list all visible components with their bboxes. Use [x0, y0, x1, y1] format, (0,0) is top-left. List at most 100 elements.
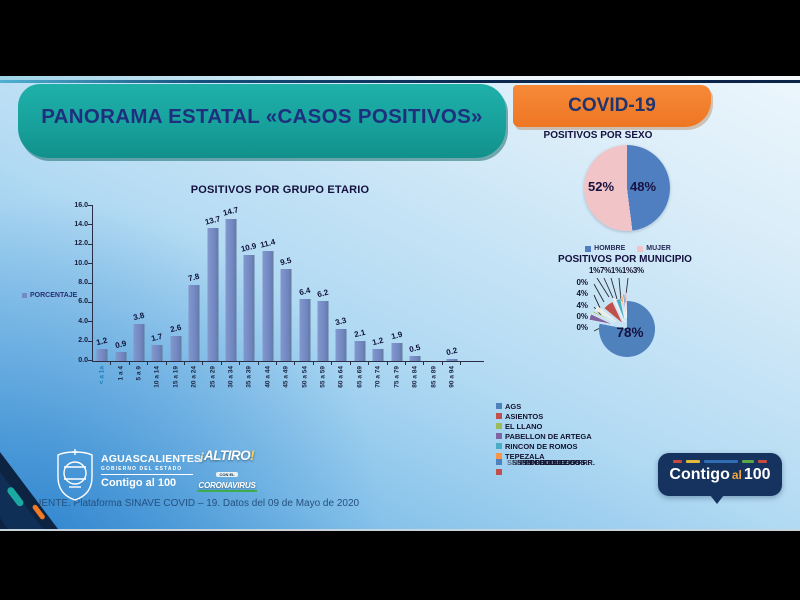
bar-slot: 11.4 40 a 44	[259, 206, 278, 388]
callout-line	[593, 283, 605, 303]
age-chart-title: POSITIVOS POR GRUPO ETARIO	[190, 184, 370, 196]
legend-item: HOMBRE	[585, 245, 625, 252]
title-banner: PANORAMA ESTATAL «CASOS POSITIVOS»	[18, 84, 506, 158]
pie-slice-small	[624, 292, 627, 318]
bubble-dash	[742, 460, 754, 463]
x-axis-label: 30 a 34	[227, 366, 235, 388]
x-axis-label: 10 a 14	[153, 366, 161, 388]
bubble-word-al: al	[731, 468, 742, 482]
x-axis-label: 20 a 24	[190, 366, 198, 388]
y-axis-tick	[88, 205, 92, 206]
legend-item: SN FCO DE LOS R.	[496, 457, 595, 467]
bar-slot: 0.2 90 a 94	[443, 206, 462, 388]
x-axis-label: 55 a 59	[319, 366, 327, 388]
bar	[280, 268, 292, 361]
pie-slice-small	[612, 298, 624, 321]
x-axis-label: 50 a 54	[301, 366, 309, 388]
bar-value-label: 14.7	[222, 204, 240, 218]
pie-slice-small	[592, 310, 615, 323]
x-axis-label: 75 a 79	[393, 366, 401, 388]
legend-label: ASIENTOS	[505, 411, 544, 421]
bubble-dashes	[658, 460, 782, 463]
bar	[317, 300, 329, 361]
municipio-callout-label: 4%	[576, 300, 588, 310]
bar	[335, 329, 347, 361]
x-axis-label: 40 a 44	[264, 366, 272, 388]
sexo-label-mujer: 52%	[588, 179, 615, 194]
state-seal-icon	[57, 449, 93, 501]
bubble-dash	[673, 460, 682, 463]
bar	[262, 250, 274, 361]
bar-value-label: 7.8	[187, 272, 201, 284]
bar-value-label: 1.2	[371, 336, 385, 348]
y-axis-label: 6.0	[78, 298, 88, 306]
legend-label: EL LLANO	[505, 421, 543, 431]
bar	[207, 228, 219, 361]
altiro-logo-bottom: CORONAVIRUS	[197, 481, 257, 492]
pie-slice-small	[588, 313, 613, 325]
bubble-dash	[758, 460, 767, 463]
altiro-exclamation-close: !	[250, 448, 255, 463]
municipio-callout-labels-top: 1%7%1%1%3%	[589, 266, 644, 275]
municipio-callout-label: 0%	[576, 311, 588, 321]
municipio-legend: AGS ASIENTOS EL LLANO PABELLON DE ARTEGA RIN…	[496, 402, 595, 476]
callout-line	[618, 277, 622, 302]
callout-line	[596, 277, 610, 298]
bar	[188, 285, 200, 361]
bar-value-label: 6.4	[297, 285, 311, 298]
bar-value-label: 1.9	[389, 329, 403, 341]
x-axis-label: 1 a 4	[117, 366, 125, 381]
bar	[96, 349, 108, 361]
bar-slot: 9.5 45 a 49	[277, 206, 296, 388]
bar	[354, 340, 366, 361]
pie-slice-small	[615, 298, 626, 323]
legend-item: PABELLON DE ARTEGA	[496, 432, 595, 441]
bar	[115, 352, 127, 361]
x-axis-label: < a 1a	[98, 366, 106, 385]
y-axis-line	[92, 205, 93, 362]
bubble-dash	[686, 460, 700, 463]
pie-slice-ags	[599, 301, 656, 357]
y-axis-label: 0.0	[78, 356, 88, 364]
callout-line	[593, 294, 601, 309]
state-logo-name: AGUASCALIENTES	[101, 453, 202, 465]
age-chart: POSITIVOS POR GRUPO ETARIO PORCENTAJE 16…	[20, 180, 484, 405]
bar-value-label: 1.2	[95, 336, 109, 348]
municipio-pie-svg	[588, 277, 656, 357]
legend-swatch	[496, 413, 502, 419]
state-logo-subtitle: GOBIERNO DEL ESTADO	[101, 466, 183, 472]
bar	[446, 359, 458, 361]
bar-value-label: 13.7	[203, 214, 221, 228]
legend-item: EL LLANO	[496, 421, 595, 431]
page-title: PANORAMA ESTATAL «CASOS POSITIVOS»	[41, 105, 483, 128]
bubble-word-contigo: Contigo	[669, 466, 730, 483]
legend-swatch	[496, 459, 502, 465]
bar-slot: 3.8 5 a 9	[130, 206, 149, 380]
legend-item: AGS	[496, 402, 595, 411]
x-axis-line	[92, 361, 484, 362]
legend-label: MUJER	[646, 245, 671, 252]
bar	[299, 299, 311, 361]
altiro-word: ALTIRO	[203, 448, 251, 463]
bar-slot: 10.9 35 a 39	[240, 206, 260, 388]
municipio-callout-label: 0%	[576, 323, 588, 333]
x-axis-label: 85 a 89	[430, 366, 438, 388]
y-axis-tick	[88, 282, 92, 284]
letterbox-bottom	[0, 531, 800, 600]
bar-value-label: 10.9	[240, 241, 258, 255]
bar-slot: 7.8 20 a 24	[185, 206, 204, 388]
covid-badge-label: COVID-19	[568, 95, 656, 116]
header-strip-navy	[0, 80, 800, 83]
header-strip-light	[0, 76, 800, 80]
legend-item: MUJER	[637, 245, 671, 252]
y-axis-label: 12.0	[74, 240, 88, 248]
sexo-pie	[584, 145, 670, 231]
bar-slot: 1.2 < a 1a	[93, 206, 112, 384]
pie-slice-small	[620, 295, 626, 320]
contigo-bubble-logo: Contigo al 100	[658, 453, 782, 504]
bar-slot: 14.7 30 a 34	[222, 204, 241, 388]
bar-value-label: 9.5	[279, 255, 293, 268]
legend-label: SN FCO DE LOS R.	[527, 457, 595, 467]
bar	[372, 349, 384, 361]
